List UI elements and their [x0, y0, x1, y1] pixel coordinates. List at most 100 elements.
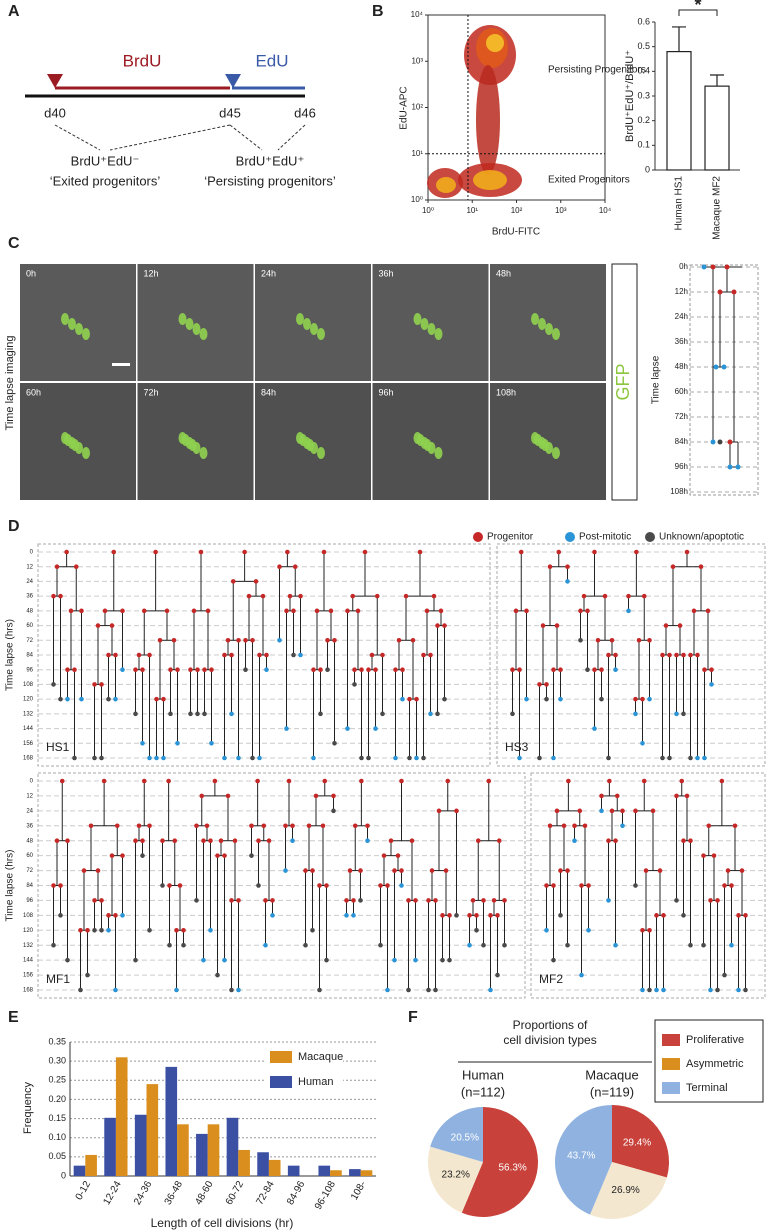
- cell-node: [558, 696, 563, 702]
- lineage: [730, 292, 738, 443]
- cell-node: [154, 755, 159, 761]
- cell-node: [246, 593, 252, 599]
- cell-node: [277, 637, 282, 643]
- cell: [199, 447, 208, 459]
- day-label: d46: [294, 105, 316, 120]
- x-tick-label: 72-84: [254, 1179, 277, 1207]
- y-tick-label: 12h: [675, 287, 688, 296]
- cell-node: [236, 637, 241, 643]
- y-tick-label: 48h: [675, 362, 688, 371]
- y-tick-label: 168: [23, 756, 34, 762]
- cell-node: [198, 549, 204, 555]
- cell-node: [202, 711, 207, 717]
- cell-node: [388, 838, 394, 844]
- cell-node: [147, 652, 152, 658]
- cell-node: [147, 755, 152, 761]
- y-tick-label: 96: [26, 667, 33, 673]
- bar: [165, 1066, 178, 1176]
- x-tick-label: 10³: [555, 206, 567, 215]
- y-tick-label: 0.30: [48, 1056, 66, 1066]
- cell-node: [285, 549, 290, 555]
- y-tick-label: 0.20: [48, 1094, 66, 1104]
- cell-node: [641, 778, 647, 784]
- cell-node: [204, 823, 210, 829]
- cell-node: [290, 838, 295, 844]
- cell-node: [283, 868, 288, 873]
- cell-node: [291, 652, 296, 658]
- cell-node: [709, 667, 714, 673]
- cell-node: [109, 623, 115, 628]
- cell-node: [414, 755, 419, 761]
- x-tick-label: 108-: [349, 1179, 369, 1202]
- cell-node: [270, 913, 275, 918]
- cell-node: [606, 898, 611, 903]
- y-tick-label: 10¹: [411, 149, 423, 158]
- line-label: HS1: [46, 740, 70, 754]
- cell: [541, 439, 549, 451]
- cell-node: [79, 608, 84, 614]
- pie-slice: [461, 1107, 538, 1217]
- cell-node: [445, 778, 451, 784]
- bar: [104, 1117, 116, 1176]
- cell-node: [433, 898, 438, 903]
- x-tick-label: 10⁴: [599, 206, 612, 215]
- cell-node: [310, 868, 315, 873]
- cell: [310, 323, 318, 335]
- x-tick-label: 48-60: [193, 1179, 216, 1207]
- cell-node: [181, 927, 186, 933]
- cell-node: [292, 564, 298, 570]
- cell-node: [78, 927, 83, 933]
- group-name: BrdU⁺EdU⁻: [71, 153, 140, 168]
- pie-n: (n=119): [590, 1084, 634, 1099]
- cell-node: [640, 987, 645, 993]
- cell-node: [160, 883, 165, 888]
- cell-node: [243, 667, 248, 673]
- y-axis-label: EdU-APC: [399, 86, 410, 129]
- cell-node: [256, 838, 261, 844]
- cell-node: [317, 987, 322, 993]
- cell-node: [164, 608, 170, 614]
- cell-node: [85, 927, 90, 933]
- density-blob: [486, 34, 504, 52]
- line-label: MF1: [46, 972, 70, 986]
- cell-node: [488, 987, 493, 993]
- cell-node: [263, 898, 268, 903]
- cell-node: [572, 823, 577, 829]
- y-tick-label: 120: [23, 928, 34, 934]
- density-blob: [473, 170, 507, 190]
- cell-node: [393, 755, 398, 761]
- cell-node: [290, 823, 295, 829]
- cell-node: [322, 778, 328, 784]
- legend-label: Post-mitotic: [579, 532, 631, 543]
- cell-node: [577, 808, 583, 814]
- cell-node: [719, 778, 725, 784]
- y-axis-label: Frequency: [22, 1082, 34, 1134]
- cell-node: [518, 549, 524, 555]
- cell-node: [352, 823, 358, 829]
- cell-node: [136, 652, 142, 658]
- legend-label: Terminal: [686, 1082, 728, 1094]
- cell-node: [113, 652, 118, 658]
- group-name: BrdU⁺EdU⁺: [236, 153, 305, 168]
- cell-node: [691, 608, 697, 614]
- cell-node: [320, 823, 326, 829]
- cell-node: [85, 972, 90, 978]
- cell-node: [284, 608, 289, 614]
- cell-node: [708, 898, 713, 903]
- legend-label: Proliferative: [686, 1034, 744, 1046]
- value-label: 43.7%: [567, 1150, 595, 1161]
- cell-node: [373, 726, 378, 731]
- cell: [531, 313, 539, 325]
- cell-node: [58, 696, 63, 702]
- cell-node: [317, 883, 322, 888]
- cell-node: [551, 883, 556, 888]
- cell-node: [306, 823, 312, 829]
- cell-node: [428, 652, 433, 658]
- cell-node: [161, 755, 166, 761]
- legend-label: Asymmetric: [686, 1058, 744, 1070]
- cell-node: [202, 667, 207, 673]
- cell-node: [609, 637, 615, 643]
- pie-n: (n=112): [461, 1084, 505, 1099]
- cell-node: [277, 564, 282, 570]
- cell-node: [440, 913, 445, 918]
